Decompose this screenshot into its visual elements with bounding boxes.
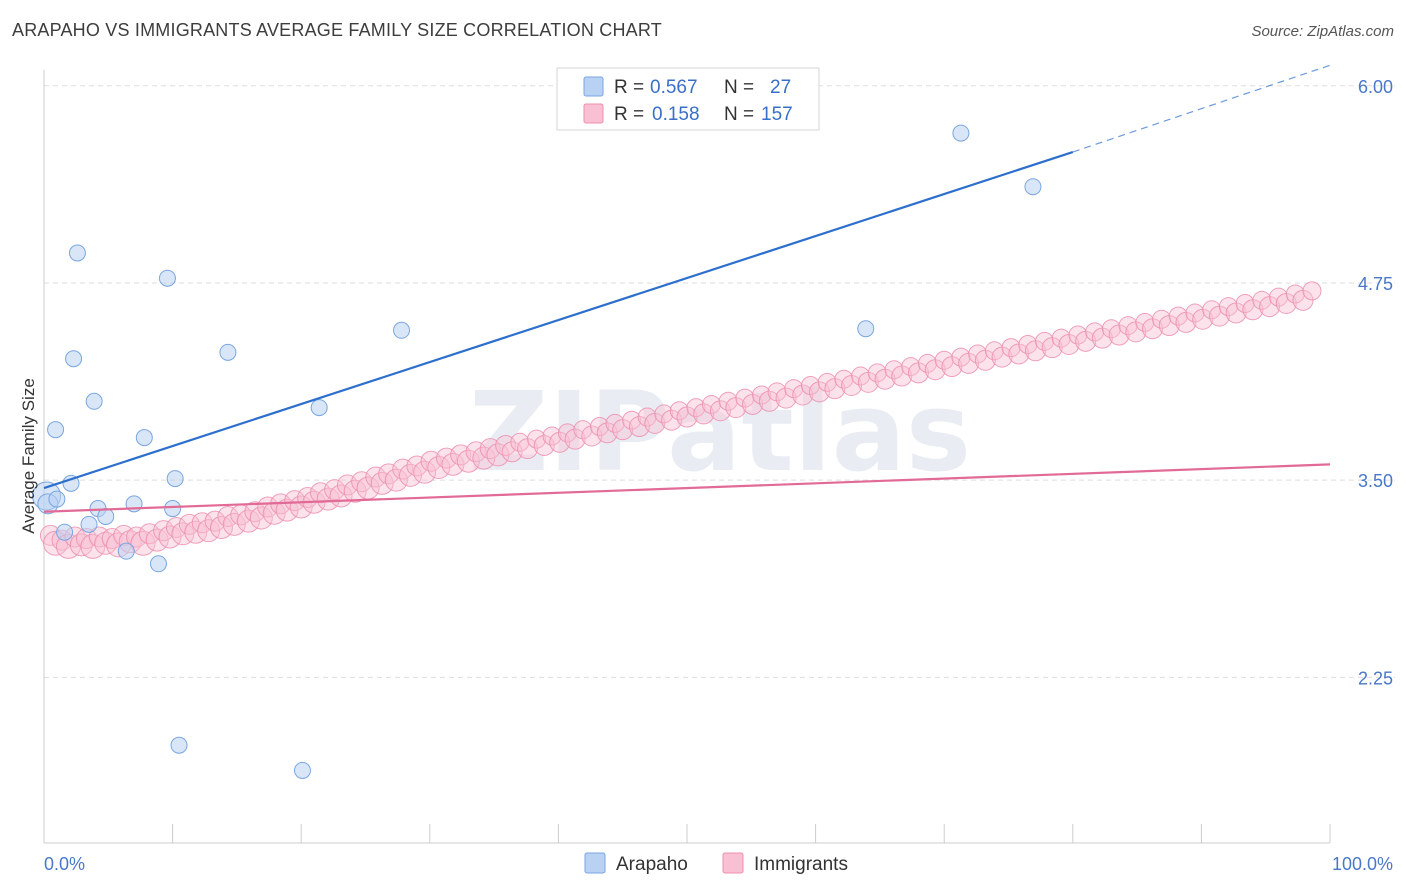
immigrants-point [693, 403, 715, 425]
immigrants-point [758, 390, 780, 412]
arapaho-trend-extension [1072, 64, 1331, 153]
arapaho-point [166, 470, 184, 488]
immigrants-points [39, 281, 1322, 559]
immigrants-point [628, 416, 650, 438]
immigrants-point [420, 450, 442, 472]
arapaho-point [219, 343, 237, 361]
immigrants-point [808, 381, 830, 403]
immigrants-point [184, 520, 208, 544]
arapaho-point [393, 321, 411, 339]
immigrants-point [775, 387, 797, 409]
immigrants-point [564, 428, 586, 450]
arapaho-points [32, 124, 1042, 779]
immigrants-point [399, 463, 423, 487]
immigrants-point [800, 376, 820, 396]
source-label: Source: ZipAtlas.com [1251, 23, 1394, 40]
series-legend: Arapaho Immigrants [584, 852, 848, 875]
immigrants-point [549, 431, 571, 453]
arapaho-point [149, 555, 167, 573]
arapaho-point [65, 350, 83, 368]
arapaho-point [62, 474, 80, 492]
arapaho-point [170, 736, 188, 754]
y-tick-label: 6.00 [1358, 77, 1393, 97]
immigrants-point [479, 438, 501, 460]
x-tick-labels: 0.0% 100.0% [44, 854, 1393, 874]
stats-legend: R = 0.567 N = 27 R = 0.158 N = 157 [556, 67, 820, 131]
immigrants-trend-line [43, 463, 1331, 513]
immigrants-point [406, 455, 428, 477]
immigrants-point [596, 422, 618, 444]
series-legend-swatch-arapaho [584, 852, 606, 874]
legend-swatch-arapaho [583, 76, 604, 97]
arapaho-point [310, 399, 328, 417]
axes [43, 70, 1331, 844]
arapaho-trend-line [43, 150, 1074, 490]
y-tick-label: 3.50 [1358, 471, 1393, 491]
immigrants-point [450, 444, 472, 466]
arapaho-point [48, 490, 66, 508]
arapaho-point [47, 421, 65, 439]
immigrants-point [222, 512, 246, 536]
immigrants-point [413, 460, 437, 484]
series-legend-swatch-immigrants [722, 852, 744, 874]
series-legend-label-immigrants: Immigrants [754, 854, 848, 875]
legend-r-label: R = [614, 77, 644, 98]
legend-r-value: 0.158 [652, 104, 700, 125]
immigrants-point [661, 409, 683, 431]
arapaho-point [97, 507, 115, 525]
arapaho-point [56, 523, 74, 541]
immigrants-point [701, 394, 721, 414]
immigrants-point [392, 458, 414, 480]
arapaho-point [164, 500, 182, 518]
trend-lines [43, 64, 1331, 513]
y-tick-label: 2.25 [1358, 668, 1393, 688]
arapaho-point [293, 761, 311, 779]
y-tick-label: 4.75 [1358, 274, 1393, 294]
legend-n-value: 157 [761, 104, 793, 125]
y-tick-labels: 6.00 4.75 3.50 2.25 [1358, 77, 1393, 689]
immigrants-point [792, 384, 814, 406]
immigrants-point [384, 468, 408, 492]
chart-title: ARAPAHO VS IMMIGRANTS AVERAGE FAMILY SIZ… [12, 20, 662, 40]
immigrants-point [533, 434, 555, 456]
arapaho-point [85, 392, 103, 410]
arapaho-point [135, 429, 153, 447]
legend-r-label: R = [614, 104, 644, 125]
legend-n-label: N = [724, 77, 754, 98]
immigrants-point [501, 441, 523, 463]
legend-r-value: 0.567 [650, 77, 698, 98]
immigrants-point [171, 522, 195, 546]
arapaho-point [1024, 178, 1042, 196]
immigrants-point [465, 441, 487, 463]
immigrants-point [1302, 281, 1322, 301]
immigrants-point [370, 471, 394, 495]
x-tick-label: 0.0% [44, 854, 85, 874]
x-tick-label: 100.0% [1332, 854, 1393, 874]
arapaho-point [80, 515, 98, 533]
legend-n-label: N = [724, 104, 754, 125]
arapaho-point [158, 269, 176, 287]
immigrants-point [573, 420, 593, 440]
arapaho-point [68, 244, 86, 262]
series-legend-label-arapaho: Arapaho [616, 854, 688, 875]
immigrants-point [472, 446, 496, 470]
immigrants-point [709, 400, 731, 422]
immigrants-point [581, 425, 603, 447]
immigrants-point [130, 530, 156, 556]
legend-swatch-immigrants [583, 103, 604, 124]
immigrants-point [784, 379, 804, 399]
immigrants-point [767, 382, 787, 402]
legend-n-value: 27 [770, 77, 791, 98]
y-axis-title: Average Family Size [19, 378, 38, 534]
arapaho-point [857, 320, 875, 338]
arapaho-point [117, 542, 135, 560]
arapaho-point [952, 124, 970, 142]
immigrants-point [378, 463, 400, 485]
immigrants-point [249, 506, 273, 530]
